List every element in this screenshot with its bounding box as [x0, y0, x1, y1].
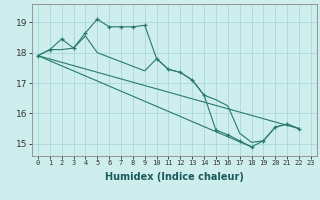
X-axis label: Humidex (Indice chaleur): Humidex (Indice chaleur)	[105, 172, 244, 182]
